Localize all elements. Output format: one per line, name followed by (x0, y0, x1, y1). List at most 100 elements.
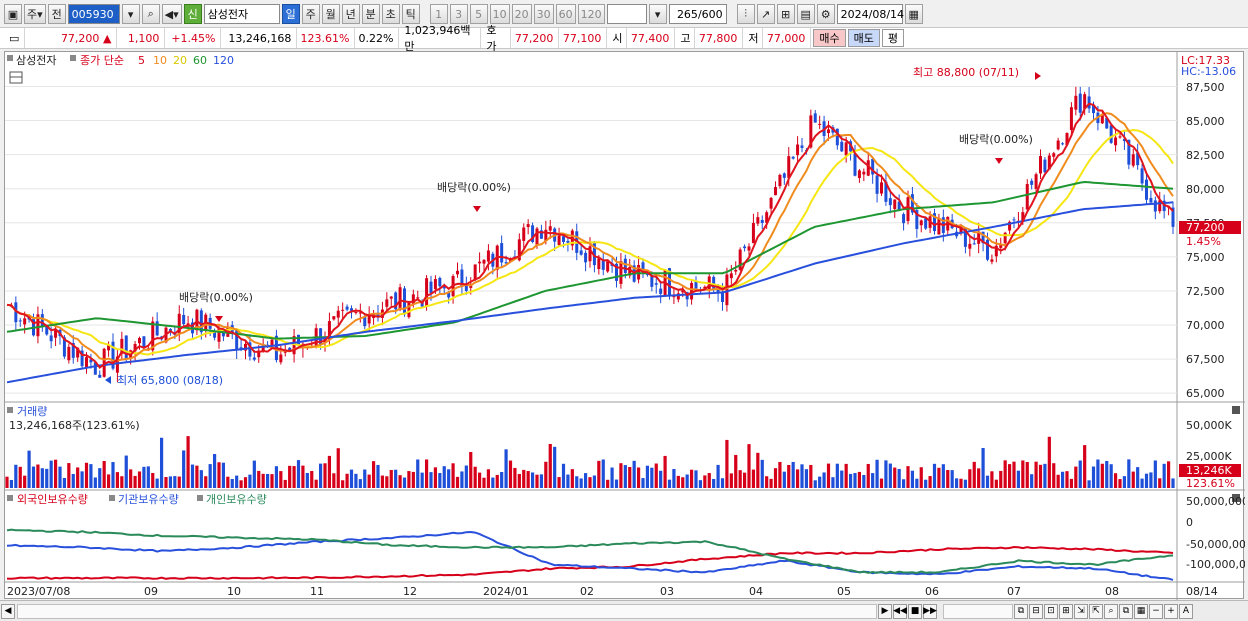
candle-body (120, 338, 124, 354)
horizontal-scrollbar[interactable] (17, 603, 877, 619)
period-day[interactable]: 일 (281, 4, 300, 24)
quote-bar: ▭ 77,200 ▲ 1,100 +1.45% 13,246,168 123.6… (0, 24, 1248, 53)
interval-60[interactable]: 60 (555, 4, 576, 24)
zoom-out-icon[interactable]: − (1149, 603, 1163, 619)
candle-body (385, 299, 389, 307)
new-badge[interactable]: 신 (183, 4, 202, 24)
close-panel-icon[interactable] (1232, 406, 1240, 414)
period-second[interactable]: 초 (381, 4, 400, 24)
period-select[interactable]: 주 ▾ (24, 4, 46, 24)
zoom-in-icon[interactable]: + (1164, 603, 1178, 619)
low-label: 저 (743, 28, 764, 48)
volume-bar (650, 467, 654, 488)
candle-body (597, 258, 601, 270)
candle-body (1158, 200, 1162, 212)
candle-body (142, 336, 146, 348)
eval-button[interactable]: 평 (881, 29, 905, 47)
magnifier-icon[interactable]: ⌕ (1104, 603, 1118, 619)
candle-body (888, 198, 892, 206)
save-icon[interactable]: ▤ (796, 4, 815, 24)
forward-icon[interactable]: ▶▶ (923, 603, 937, 619)
holding-tick: 50,000,000 (1186, 495, 1245, 508)
rewind-icon[interactable]: ◀◀ (893, 603, 907, 619)
split-icon-2[interactable]: ⇱ (1089, 603, 1103, 619)
volume-bar (910, 470, 915, 488)
candle-body (619, 261, 623, 284)
volume-bar (720, 478, 725, 488)
interval-30[interactable]: 30 (533, 4, 554, 24)
scroll-left-icon[interactable]: ◀ (1, 603, 15, 619)
volume-bar (985, 475, 990, 488)
chart-type-icon[interactable]: ⫶ (736, 4, 755, 24)
candle-body (447, 292, 451, 298)
layout-icon-2[interactable]: ⊟ (1029, 603, 1043, 619)
volume-bar (341, 480, 345, 488)
holding-marker-2 (109, 495, 115, 501)
gear-icon[interactable]: ⚙ (816, 4, 835, 24)
sell-button[interactable]: 매도 (847, 29, 880, 47)
copy-icon[interactable]: ⧉ (1119, 603, 1133, 619)
candle-body (747, 246, 751, 251)
stock-chart[interactable]: 삼성전자 종가 단순 5 10 20 60 120 LC:17.33 HC:-1… (5, 52, 1248, 600)
layout-icon[interactable]: ⧉ (1014, 603, 1028, 619)
stock-code-input[interactable]: 005930 (67, 4, 120, 24)
buy-button[interactable]: 매수 (813, 29, 846, 47)
zoom-slider[interactable] (943, 603, 1013, 619)
chart-area[interactable]: 삼성전자 종가 단순 5 10 20 60 120 LC:17.33 HC:-1… (4, 51, 1248, 600)
calendar-icon[interactable]: ▦ (904, 4, 923, 24)
interval-custom-input[interactable] (606, 4, 647, 24)
layout-icon-3[interactable]: ⊡ (1044, 603, 1058, 619)
play-icon[interactable]: ▶ (878, 603, 892, 619)
layout-icon-4[interactable]: ⊞ (1059, 603, 1073, 619)
candle-body (244, 343, 247, 351)
volume-bar (897, 468, 901, 488)
window-menu-icon[interactable]: ▣ (4, 4, 22, 24)
interval-120[interactable]: 120 (577, 4, 605, 24)
period-month[interactable]: 월 (321, 4, 340, 24)
volume-bar (712, 478, 716, 488)
interval-5[interactable]: 5 (469, 4, 488, 24)
interval-20[interactable]: 20 (511, 4, 532, 24)
candle-body (774, 187, 777, 196)
period-minute[interactable]: 분 (361, 4, 380, 24)
legend-marker-2 (70, 55, 76, 61)
candle-body (994, 245, 998, 257)
candle-body (1061, 143, 1065, 145)
period-tick[interactable]: 틱 (401, 4, 420, 24)
grid-icon[interactable]: ▦ (1134, 603, 1148, 619)
interval-dropdown-icon[interactable]: ▾ (648, 4, 667, 24)
stock-name-field[interactable]: 삼성전자 (203, 4, 280, 24)
draw-tool-icon[interactable]: ↗ (756, 4, 775, 24)
candle-body (562, 236, 565, 243)
font-icon[interactable]: A (1179, 603, 1193, 619)
candle-body (138, 337, 141, 344)
split-icon[interactable]: ⇲ (1074, 603, 1088, 619)
volume-bar (667, 479, 672, 488)
compare-icon[interactable]: ⊞ (776, 4, 795, 24)
period-year[interactable]: 년 (341, 4, 360, 24)
candle-body (1109, 125, 1113, 143)
holding-tick: 0 (1186, 516, 1193, 529)
speaker-icon[interactable]: ◀▾ (161, 4, 182, 24)
volume-bar (835, 463, 839, 488)
volume-bar (239, 480, 243, 488)
search-icon[interactable]: ⌕ (141, 4, 160, 24)
count-field[interactable]: 265/600 (668, 4, 727, 24)
volume-bar (535, 474, 539, 488)
candle-body (71, 343, 75, 358)
interval-1[interactable]: 1 (429, 4, 448, 24)
close-panel-icon-2[interactable] (1232, 494, 1240, 502)
ma20-line (6, 128, 1174, 356)
stop-icon[interactable]: ■ (908, 603, 922, 619)
volume-bar (924, 479, 928, 488)
date-field[interactable]: 2024/08/14 (836, 4, 904, 24)
change-value: 1,100 (117, 28, 166, 48)
interval-10[interactable]: 10 (489, 4, 510, 24)
volume-bar (977, 468, 981, 488)
period-week[interactable]: 주 (301, 4, 320, 24)
volume-bar (84, 462, 89, 488)
code-dropdown-icon[interactable]: ▾ (121, 4, 140, 24)
prev-button[interactable]: 전 (47, 4, 66, 24)
interval-3[interactable]: 3 (449, 4, 468, 24)
volume-bar (146, 466, 150, 488)
